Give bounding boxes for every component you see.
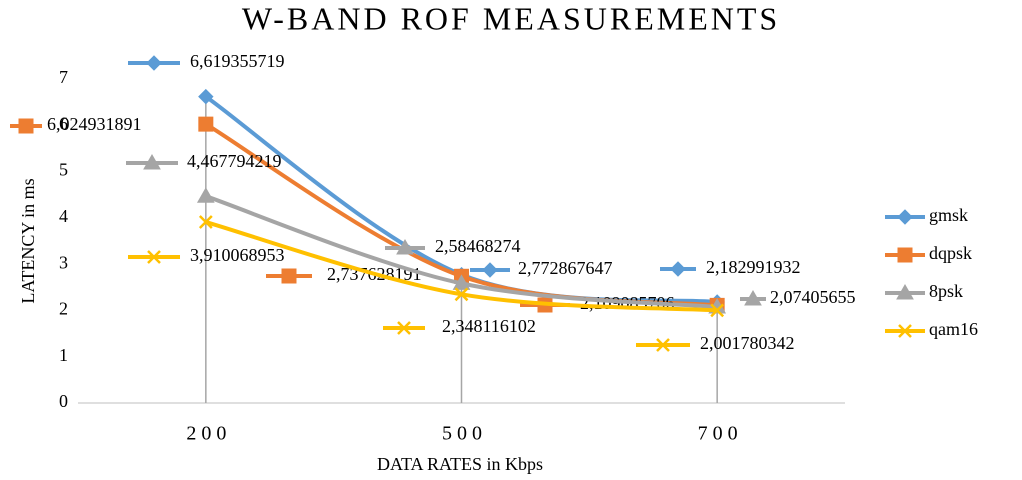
legend-label: gmsk — [929, 205, 968, 225]
label-key-marker — [656, 338, 670, 352]
data-point — [196, 187, 215, 203]
data-label: 2,07405655 — [770, 287, 856, 307]
y-tick-label: 6 — [59, 113, 68, 133]
label-key-marker — [147, 250, 161, 264]
label-key-marker — [146, 55, 162, 71]
y-tick-label: 1 — [59, 345, 68, 365]
legend-marker — [897, 247, 913, 263]
label-key-marker — [143, 153, 161, 170]
x-tick-label: 700 — [698, 423, 743, 445]
x-tick-label: 500 — [442, 423, 487, 445]
label-key-marker — [281, 268, 297, 284]
data-label: 2,348116102 — [442, 316, 536, 336]
x-axis-label: DATA RATES in Kbps — [377, 454, 543, 474]
label-key-marker — [744, 289, 762, 306]
data-label: 6,619355719 — [190, 51, 285, 71]
data-point — [710, 303, 725, 318]
y-tick-label: 5 — [59, 160, 68, 180]
data-label: 4,467794219 — [187, 151, 282, 171]
data-point — [454, 287, 469, 302]
label-key-marker — [670, 261, 686, 277]
legend-label: qam16 — [929, 319, 978, 339]
data-label: 3,910068953 — [190, 245, 285, 265]
data-point — [198, 215, 213, 229]
y-tick-label: 4 — [59, 206, 68, 226]
legend-marker — [897, 209, 913, 225]
y-tick-label: 0 — [59, 391, 68, 411]
data-label: 2,772867647 — [518, 258, 613, 278]
data-label: 2,001780342 — [700, 333, 795, 353]
y-tick-label: 7 — [59, 67, 68, 87]
y-tick-label: 3 — [59, 252, 68, 272]
label-key-marker — [18, 118, 34, 134]
x-tick-label: 200 — [186, 423, 231, 445]
y-tick-label: 2 — [59, 299, 68, 319]
data-label: 6,024931891 — [47, 114, 142, 134]
label-key-marker — [482, 262, 498, 278]
data-point — [198, 88, 214, 105]
data-point — [198, 116, 214, 132]
label-key-marker — [396, 238, 414, 255]
legend-marker — [898, 324, 912, 338]
label-key-marker — [397, 321, 411, 335]
legend-label: dqpsk — [929, 243, 972, 263]
data-point — [452, 274, 471, 290]
legend-marker — [896, 283, 914, 300]
legend-label: 8psk — [929, 281, 963, 301]
data-label: 2,58468274 — [435, 236, 521, 256]
chart-title: W-BAND ROF MEASUREMENTS — [242, 0, 780, 36]
data-label: 2,182991932 — [706, 257, 801, 277]
y-axis-label: LATENCY in ms — [18, 178, 38, 303]
